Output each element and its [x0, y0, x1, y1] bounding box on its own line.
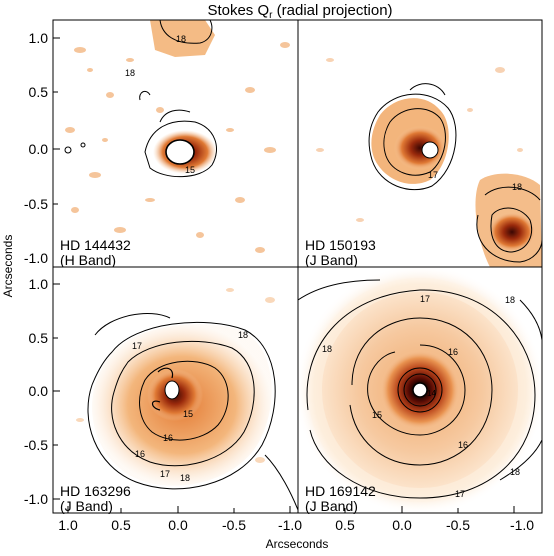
svg-text:16: 16 — [135, 449, 145, 459]
panel-1-band: (H Band) — [60, 252, 116, 268]
svg-text:18: 18 — [510, 467, 520, 477]
contour-labels-p2: 17 18 — [428, 170, 522, 192]
svg-text:18: 18 — [512, 182, 522, 192]
y-tick-labels: 1.0 0.5 0.0 -0.5 -1.0 1.0 0.5 0.0 -0.5 -… — [24, 30, 48, 507]
svg-text:-0.5: -0.5 — [24, 196, 48, 212]
svg-text:15: 15 — [372, 410, 382, 420]
panel-4-name: HD 169142 — [305, 483, 376, 499]
svg-text:18: 18 — [238, 330, 248, 340]
panel-frames — [52, 19, 543, 514]
svg-text:16: 16 — [458, 440, 468, 450]
svg-text:18: 18 — [180, 473, 190, 483]
svg-text:18: 18 — [322, 344, 332, 354]
contour-labels-p1: 18 18 15 — [125, 34, 195, 175]
panel-3-name: HD 163296 — [60, 483, 131, 499]
svg-text:1.0: 1.0 — [29, 276, 49, 292]
svg-text:16: 16 — [448, 347, 458, 357]
x-tick-labels: 1.0 0.5 0.0 -0.5 -1.0 0.5 0.0 -0.5 -1.0 — [58, 517, 534, 533]
y-axis-label: Arcseconds — [1, 235, 15, 298]
svg-text:-1.0: -1.0 — [24, 250, 48, 266]
svg-text:15: 15 — [185, 165, 195, 175]
svg-text:18: 18 — [505, 295, 515, 305]
svg-text:0.5: 0.5 — [29, 330, 49, 346]
svg-text:1.0: 1.0 — [58, 517, 78, 533]
svg-text:-0.5: -0.5 — [24, 437, 48, 453]
svg-text:0.0: 0.0 — [29, 141, 49, 157]
panel-4-band: (J Band) — [305, 498, 358, 514]
svg-text:18: 18 — [125, 68, 135, 78]
svg-text:17: 17 — [455, 489, 465, 499]
svg-text:14: 14 — [427, 389, 436, 398]
svg-text:-1.0: -1.0 — [510, 517, 534, 533]
svg-text:-0.5: -0.5 — [446, 517, 470, 533]
panel-2-band: (J Band) — [305, 252, 358, 268]
panel-hd144432 — [53, 20, 298, 267]
x-axis-label: Arcseconds — [266, 537, 329, 551]
svg-text:18: 18 — [176, 34, 186, 44]
svg-text:17: 17 — [132, 341, 142, 351]
svg-text:0.5: 0.5 — [335, 517, 355, 533]
svg-text:17: 17 — [160, 469, 170, 479]
svg-text:16: 16 — [163, 433, 173, 443]
contour-labels-p3: 18 17 16 15 16 17 18 — [132, 330, 248, 483]
panel-2-name: HD 150193 — [305, 237, 376, 253]
panel-3-band: (J Band) — [60, 498, 113, 514]
speckle-noise — [65, 42, 290, 253]
panel-1-name: HD 144432 — [60, 237, 131, 253]
svg-text:-1.0: -1.0 — [278, 517, 302, 533]
svg-text:0.0: 0.0 — [29, 383, 49, 399]
svg-text:0.0: 0.0 — [168, 517, 188, 533]
panel-hd150193 — [298, 20, 542, 267]
panel-hd163296 — [53, 267, 298, 513]
axis-ticks — [53, 37, 515, 513]
svg-text:17: 17 — [428, 170, 438, 180]
svg-text:15: 15 — [183, 409, 193, 419]
svg-text:17: 17 — [420, 294, 430, 304]
figure-title: Stokes Qr (radial projection) — [207, 2, 392, 21]
svg-text:0.0: 0.0 — [392, 517, 412, 533]
svg-text:0.5: 0.5 — [111, 517, 131, 533]
svg-text:0.5: 0.5 — [29, 84, 49, 100]
top-extension — [150, 20, 215, 57]
svg-text:1.0: 1.0 — [29, 30, 49, 46]
svg-text:-1.0: -1.0 — [24, 491, 48, 507]
panel-hd169142 — [298, 267, 542, 513]
svg-text:-0.5: -0.5 — [222, 517, 246, 533]
contour-labels-p4: 17 18 18 16 15 16 17 18 14 — [322, 294, 520, 499]
